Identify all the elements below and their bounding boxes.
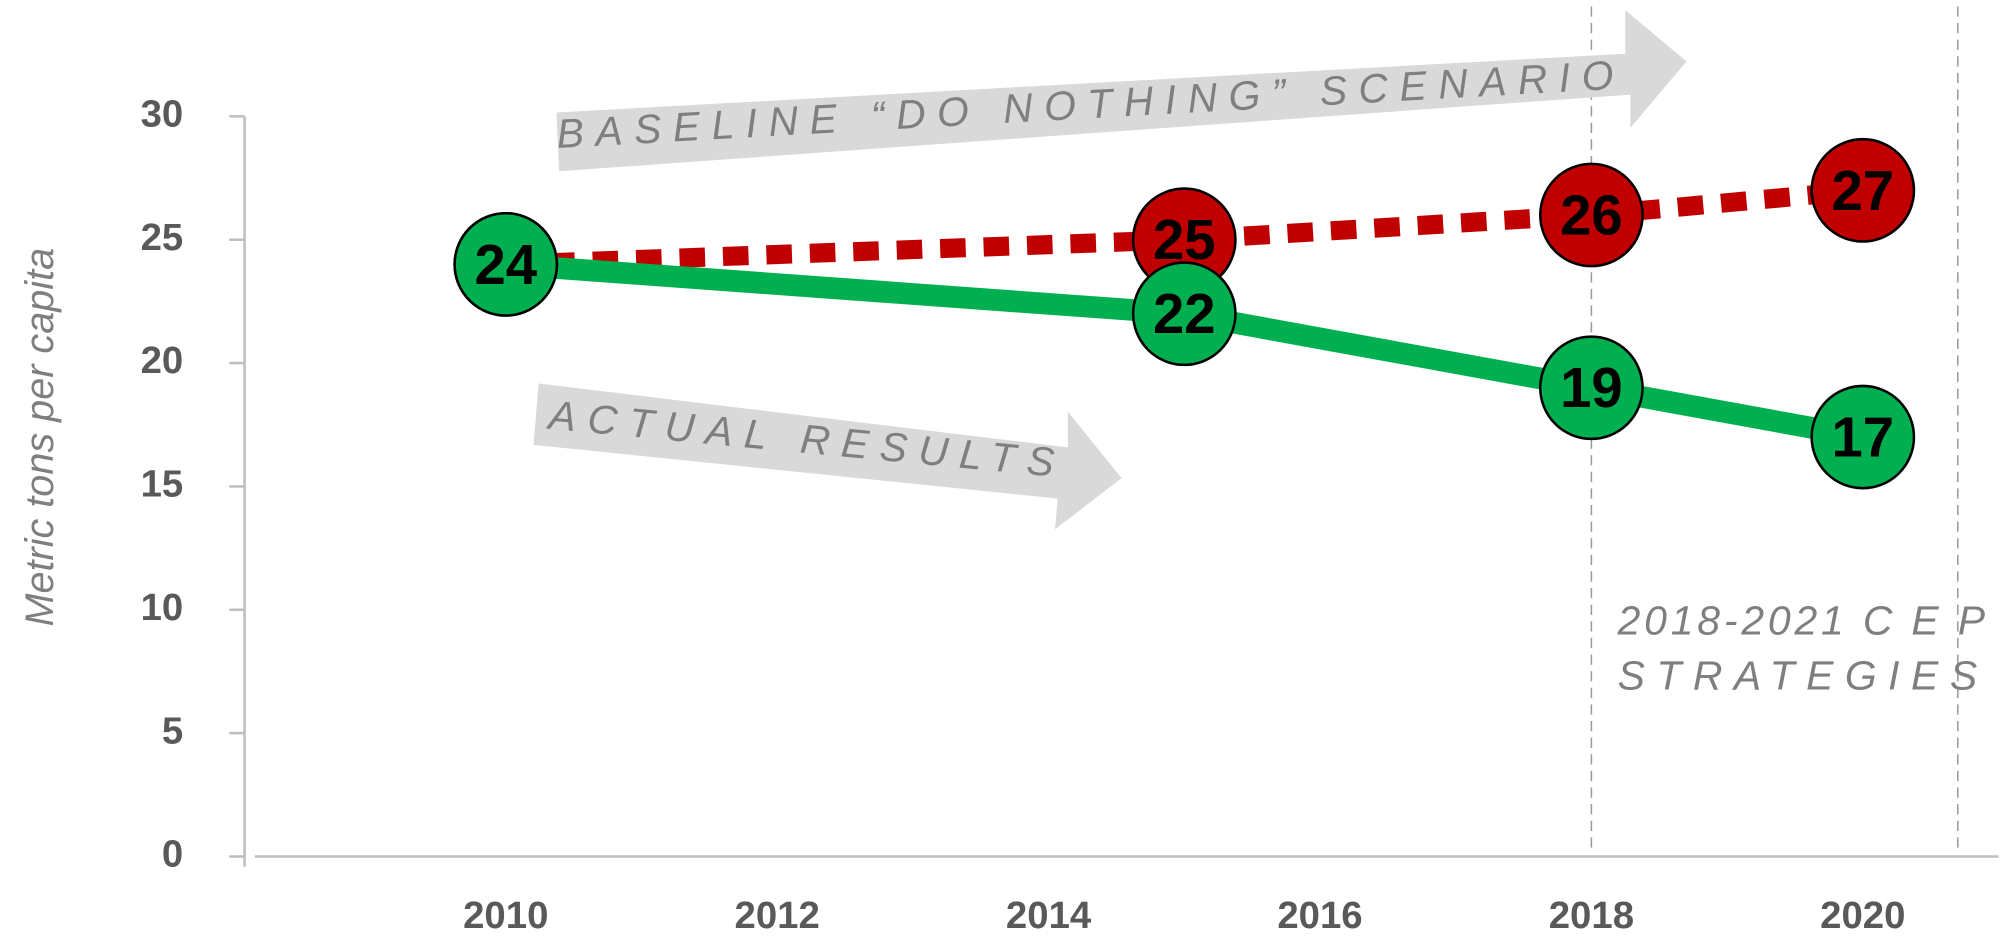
y-tick-label: 30: [141, 92, 184, 135]
point-label: 26: [1560, 184, 1623, 247]
point-label: 17: [1832, 406, 1895, 469]
point: [1538, 162, 1644, 268]
actual-arrow: [533, 383, 1122, 530]
point: [1131, 261, 1237, 367]
baseline-label: BASELINE “DO NOTHING” SCENARIO: [555, 51, 1626, 157]
x-tick-label: 2016: [1277, 894, 1362, 937]
point: [453, 211, 559, 317]
point-label: 19: [1560, 356, 1623, 419]
point: [1810, 384, 1916, 490]
y-tick-label: 10: [141, 586, 184, 629]
series-line: [504, 253, 1865, 448]
y-axis-label: Metric tons per capita: [18, 248, 62, 627]
x-tick-label: 2010: [463, 894, 548, 937]
x-tick-label: 2020: [1820, 894, 1905, 937]
y-tick-label: 15: [141, 463, 184, 506]
point-label: 27: [1832, 159, 1895, 222]
strategy-label: 2018-2021 C E P: [1617, 598, 1989, 644]
point-label: 22: [1153, 282, 1216, 345]
strategy-label: STRATEGIES: [1618, 653, 1989, 699]
point-label: 24: [474, 233, 537, 296]
x-tick-label: 2018: [1549, 894, 1634, 937]
plot: 2425262724221917: [229, 6, 1999, 867]
x-tick-label: 2012: [735, 894, 820, 937]
y-tick-label: 5: [162, 709, 183, 752]
x-tick-label: 2014: [1006, 894, 1092, 937]
baseline-arrow: [556, 10, 1687, 172]
series-line: [505, 180, 1864, 274]
point: [1538, 335, 1644, 441]
point: [1810, 137, 1916, 243]
y-tick-label: 20: [141, 339, 184, 382]
y-tick-label: 25: [141, 216, 184, 259]
point-label: 25: [1153, 208, 1216, 271]
y-tick-label: 0: [162, 833, 183, 876]
